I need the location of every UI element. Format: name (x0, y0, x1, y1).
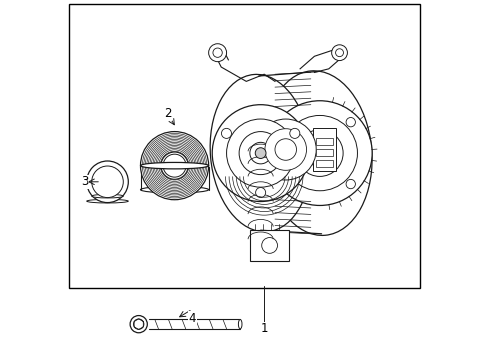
Bar (315, 159, 332, 167)
Bar (69, 4, 419, 288)
Ellipse shape (140, 164, 208, 171)
Bar (312, 128, 335, 171)
Text: 2: 2 (163, 107, 171, 120)
Ellipse shape (140, 162, 208, 169)
Circle shape (212, 105, 308, 202)
Circle shape (331, 45, 346, 60)
Bar (249, 230, 289, 261)
Text: 3: 3 (81, 175, 88, 188)
Circle shape (130, 316, 147, 333)
Circle shape (267, 101, 371, 206)
Text: 4: 4 (188, 311, 196, 325)
Circle shape (284, 179, 293, 189)
Circle shape (86, 161, 128, 203)
Circle shape (163, 154, 185, 177)
Circle shape (282, 116, 357, 191)
Circle shape (296, 130, 343, 176)
Circle shape (264, 129, 306, 170)
Ellipse shape (264, 71, 371, 235)
Circle shape (305, 139, 333, 167)
Ellipse shape (210, 75, 310, 232)
Circle shape (226, 119, 294, 187)
Circle shape (221, 129, 231, 138)
Circle shape (346, 179, 355, 189)
Circle shape (255, 188, 265, 198)
Ellipse shape (92, 194, 123, 198)
Circle shape (261, 238, 277, 253)
Text: 1: 1 (260, 322, 267, 335)
Circle shape (274, 139, 296, 160)
Circle shape (208, 44, 226, 62)
Ellipse shape (238, 319, 242, 329)
Circle shape (289, 129, 299, 138)
Circle shape (133, 319, 143, 329)
Circle shape (92, 166, 123, 198)
Bar (315, 138, 332, 145)
Circle shape (161, 152, 188, 179)
Circle shape (140, 132, 208, 200)
Circle shape (239, 132, 282, 175)
Circle shape (212, 48, 222, 57)
Circle shape (255, 148, 265, 158)
Circle shape (284, 117, 293, 127)
Ellipse shape (86, 199, 128, 203)
Circle shape (249, 142, 271, 164)
Circle shape (346, 117, 355, 127)
Circle shape (255, 119, 316, 180)
Bar (315, 149, 332, 156)
Circle shape (335, 49, 343, 57)
Ellipse shape (140, 186, 208, 193)
